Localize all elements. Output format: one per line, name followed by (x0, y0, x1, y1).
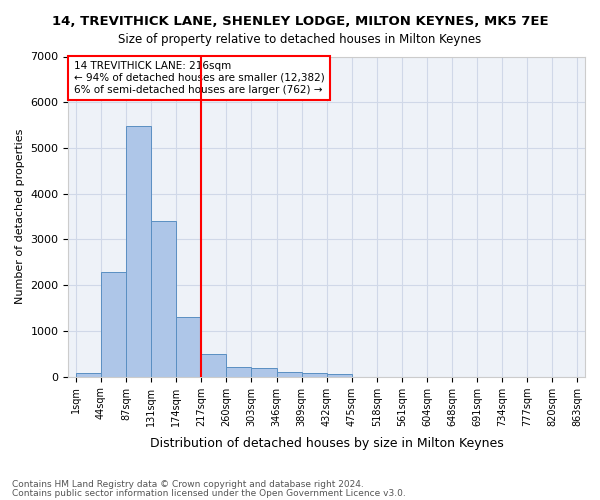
Bar (151, 221, 176, 376)
Text: Contains HM Land Registry data © Crown copyright and database right 2024.: Contains HM Land Registry data © Crown c… (12, 480, 364, 489)
Bar (126, 126, 151, 376)
Bar (101, 272, 126, 376)
Bar (302, 374, 327, 376)
Text: Size of property relative to detached houses in Milton Keynes: Size of property relative to detached ho… (118, 32, 482, 46)
Text: Contains public sector information licensed under the Open Government Licence v3: Contains public sector information licen… (12, 488, 406, 498)
Text: 14 TREVITHICK LANE: 216sqm
← 94% of detached houses are smaller (12,382)
6% of s: 14 TREVITHICK LANE: 216sqm ← 94% of deta… (74, 62, 325, 94)
Text: 14, TREVITHICK LANE, SHENLEY LODGE, MILTON KEYNES, MK5 7EE: 14, TREVITHICK LANE, SHENLEY LODGE, MILT… (52, 15, 548, 28)
Bar (176, 317, 202, 376)
Bar (251, 368, 277, 376)
Y-axis label: Number of detached properties: Number of detached properties (15, 129, 25, 304)
Bar (202, 354, 226, 376)
Bar (76, 373, 101, 376)
X-axis label: Distribution of detached houses by size in Milton Keynes: Distribution of detached houses by size … (150, 437, 503, 450)
Bar (327, 374, 352, 376)
Bar (277, 372, 302, 376)
Bar (226, 367, 251, 376)
